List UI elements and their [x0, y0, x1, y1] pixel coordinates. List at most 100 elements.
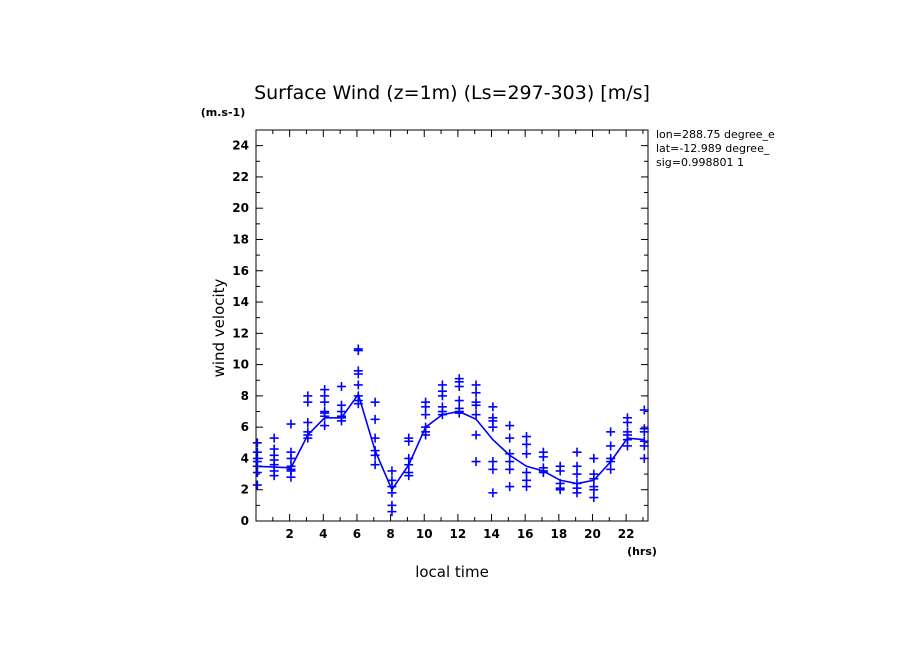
y-tick-label: 24 [232, 139, 249, 153]
data-point [639, 427, 649, 437]
data-point [387, 488, 397, 498]
data-point [505, 457, 515, 467]
data-point [538, 452, 548, 462]
x-tick-label: 22 [618, 527, 635, 541]
data-point [286, 472, 296, 482]
data-point [404, 471, 414, 481]
data-point [589, 493, 599, 503]
data-point [505, 433, 515, 443]
info-lon: lon=288.75 degree_e [656, 128, 775, 141]
data-point [336, 381, 346, 391]
data-point [471, 410, 481, 420]
data-point [606, 427, 616, 437]
data-point [353, 391, 363, 401]
x-tick-label: 20 [584, 527, 601, 541]
data-point [572, 469, 582, 479]
data-point [471, 388, 481, 398]
data-point [606, 441, 616, 451]
data-point [538, 466, 548, 476]
data-point [303, 417, 313, 427]
data-point [370, 460, 380, 470]
x-tick-label: 14 [483, 527, 500, 541]
y-unit-label: (m.s-1) [201, 106, 245, 119]
data-point [488, 402, 498, 412]
data-point [622, 417, 632, 427]
x-tick-label: 6 [353, 527, 361, 541]
data-point [606, 464, 616, 474]
y-tick-label: 8 [241, 389, 249, 403]
y-tick-label: 22 [232, 170, 249, 184]
y-tick-label: 16 [232, 264, 249, 278]
chart-title: Surface Wind (z=1m) (Ls=297-303) [m/s] [254, 82, 650, 104]
data-point [320, 408, 330, 418]
data-point [488, 488, 498, 498]
data-point [622, 441, 632, 451]
y-tick-label: 0 [241, 514, 249, 528]
data-point [303, 397, 313, 407]
y-tick-label: 18 [232, 232, 249, 246]
data-point [488, 464, 498, 474]
data-point [387, 466, 397, 476]
data-point [252, 438, 262, 448]
y-tick-label: 20 [232, 201, 249, 215]
data-point [471, 457, 481, 467]
data-point [387, 507, 397, 517]
data-point [303, 430, 313, 440]
data-point [437, 410, 447, 420]
data-point [589, 485, 599, 495]
data-point [370, 433, 380, 443]
data-point [488, 422, 498, 432]
x-tick-label: 8 [386, 527, 394, 541]
mean-line [257, 392, 645, 492]
data-point [639, 453, 649, 463]
data-point [404, 436, 414, 446]
data-point [639, 441, 649, 451]
data-point [454, 408, 464, 418]
data-point [589, 474, 599, 484]
data-point [286, 464, 296, 474]
data-point [404, 460, 414, 470]
data-point [269, 433, 279, 443]
y-tick-label: 14 [232, 295, 249, 309]
data-point [572, 488, 582, 498]
data-point [454, 381, 464, 391]
data-point [421, 430, 431, 440]
info-sig: sig=0.998801 1 [656, 156, 744, 169]
data-point [555, 485, 565, 495]
data-point [572, 447, 582, 457]
data-point [286, 419, 296, 429]
x-tick-label: 2 [285, 527, 293, 541]
y-tick-label: 10 [232, 358, 249, 372]
info-lat: lat=-12.989 degree_ [656, 142, 770, 155]
data-point [488, 457, 498, 467]
x-tick-label: 18 [550, 527, 567, 541]
data-point [370, 450, 380, 460]
data-marks [252, 344, 649, 517]
data-point [269, 471, 279, 481]
data-point [252, 457, 262, 467]
data-point [522, 439, 532, 449]
data-point [353, 369, 363, 379]
data-point [505, 482, 515, 492]
data-point [370, 414, 380, 424]
data-point [639, 405, 649, 415]
data-point [320, 397, 330, 407]
data-point [522, 468, 532, 478]
x-unit-label: (hrs) [627, 545, 657, 558]
data-point [555, 466, 565, 476]
data-point [522, 432, 532, 442]
data-point [320, 421, 330, 431]
data-point [252, 468, 262, 478]
x-tick-label: 12 [450, 527, 467, 541]
x-tick-label: 4 [319, 527, 327, 541]
y-tick-label: 2 [241, 483, 249, 497]
data-point [505, 421, 515, 431]
y-tick-label: 6 [241, 420, 249, 434]
data-point [353, 380, 363, 390]
plot-frame [255, 129, 649, 522]
data-point [454, 396, 464, 406]
data-point [269, 455, 279, 465]
y-tick-label: 12 [232, 326, 249, 340]
